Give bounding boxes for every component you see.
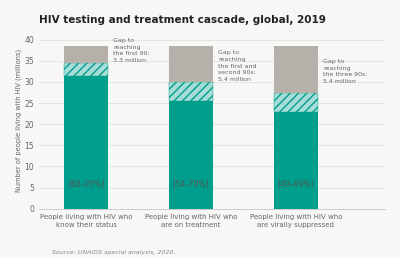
Text: 81%: 81% xyxy=(74,168,98,178)
Bar xyxy=(169,46,213,82)
Text: Gap to
reaching
the three 90s:
5.4 million: Gap to reaching the three 90s: 5.4 milli… xyxy=(323,59,368,84)
Text: [54–79%]: [54–79%] xyxy=(173,179,209,188)
Bar xyxy=(64,46,108,63)
Text: Source: UNAIDS special analysis, 2020.: Source: UNAIDS special analysis, 2020. xyxy=(52,251,176,255)
Bar xyxy=(274,46,318,93)
Text: Gap to
reaching
the first 90:
3.3 million: Gap to reaching the first 90: 3.3 millio… xyxy=(113,38,150,63)
Bar xyxy=(169,82,213,101)
Bar xyxy=(64,63,108,76)
Bar xyxy=(64,76,108,209)
Text: Gap to
reaching
the first and
second 90s:
5.4 million: Gap to reaching the first and second 90s… xyxy=(218,51,257,82)
Text: HIV testing and treatment cascade, global, 2019: HIV testing and treatment cascade, globa… xyxy=(39,15,326,25)
Bar xyxy=(274,112,318,209)
Y-axis label: Number of people living with HIV (millions): Number of people living with HIV (millio… xyxy=(15,49,22,191)
Text: 59%: 59% xyxy=(284,168,308,178)
Text: [68–95%]: [68–95%] xyxy=(68,179,104,188)
Text: [49–69%]: [49–69%] xyxy=(278,179,314,188)
Bar xyxy=(274,93,318,112)
Text: 67%: 67% xyxy=(178,168,204,178)
Bar xyxy=(169,101,213,209)
